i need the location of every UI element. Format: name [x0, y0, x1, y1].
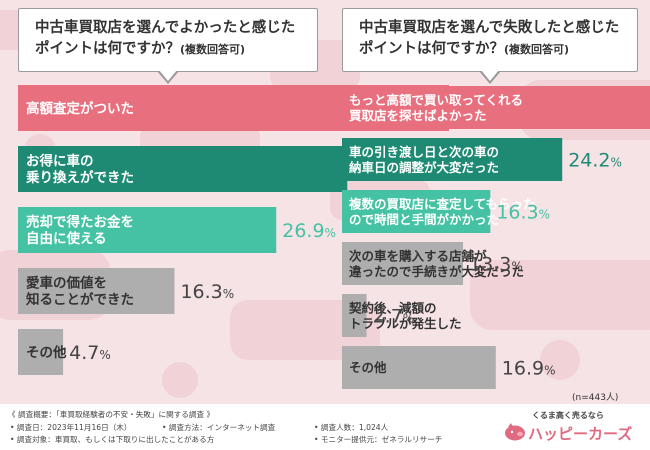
- right-category-label-5-0: その他: [349, 360, 387, 375]
- left-title-sub: (複数回答可): [180, 43, 246, 56]
- right-title-question: ポイントは何ですか？: [359, 41, 504, 57]
- right-title-sub: (複数回答可): [504, 43, 570, 56]
- right-category-label-4-0: 契約後、減額の: [348, 300, 437, 315]
- right-value-label-4: 2.7%: [373, 306, 415, 328]
- left-bar-2: [18, 207, 277, 253]
- left-value-label-2: 26.9%: [282, 220, 336, 242]
- right-title-line2: ポイントは何ですか？(複数回答可): [359, 39, 637, 60]
- right-category-label-0-1: 買取店を探せばよかった: [349, 108, 487, 123]
- right-value-label-3: 13.3%: [469, 254, 523, 276]
- right-bar-4: [342, 294, 367, 337]
- right-title-pointer-inner: [481, 70, 499, 81]
- right-bar-1: [342, 138, 563, 181]
- right-category-label-2-1: ので時間と手間がかかった: [349, 212, 499, 227]
- right-bar-2: [342, 190, 491, 233]
- bar-charts: 高額査定がついた44.9%お得に車の乗り換えができた34.3%売却で得たお金を自…: [18, 85, 650, 389]
- right-bar-5: [342, 346, 496, 389]
- left-category-label-4-0: その他: [26, 344, 67, 361]
- survey-date: • 調査日：2023年11月16日（木）: [10, 423, 132, 432]
- right-category-label-3-1: 違ったので手続きが大変だった: [349, 264, 524, 279]
- right-title-line1: 中古車買取店を選んで失敗したと感じた: [359, 20, 620, 36]
- pig-mascot-icon: [505, 423, 525, 441]
- right-category-label-0-0: もっと高額で買い取ってくれる: [349, 92, 523, 107]
- right-bar-0: [342, 86, 650, 129]
- right-category-label-4-1: トラブルが発生した: [349, 316, 462, 331]
- left-bar-3: [18, 268, 175, 314]
- left-title-question: ポイントは何ですか？: [35, 41, 180, 57]
- left-category-label-1-0: お得に車の: [26, 153, 94, 170]
- sample-size-note: (n=443人): [572, 393, 619, 403]
- left-category-label-3-1: 知ることができた: [26, 291, 134, 308]
- left-bar-4: [18, 329, 64, 375]
- left-value-label-3: 16.3%: [180, 281, 234, 303]
- right-category-label-1-1: 納車日の調整が大変だった: [349, 160, 499, 175]
- right-category-label-1-0: 車の引き渡し日と次の車の: [349, 144, 499, 159]
- monitor-provider: • モニター提供元：ゼネラルリサーチ: [314, 435, 443, 444]
- left-value-label-4: 4.7%: [69, 342, 111, 364]
- survey-target: • 調査対象：車買取、もしくは下取りに出したことがある方: [10, 435, 215, 444]
- left-category-label-1-1: 乗り換えができた: [25, 169, 134, 186]
- logo-tagline: くるま高く売るなら: [532, 411, 604, 420]
- left-category-label-2-1: 自由に使える: [26, 230, 107, 247]
- logo-brand: ハッピーカーズ: [528, 425, 633, 443]
- survey-respondents: • 調査人数：1,024人: [314, 423, 389, 432]
- left-category-label-0-0: 高額査定がついた: [26, 100, 134, 117]
- right-category-label-2-0: 複数の買取店に査定してもらった: [348, 196, 536, 211]
- left-chart-title: 中古車買取店を選んでよかったと感じた ポイントは何ですか？(複数回答可): [18, 8, 318, 84]
- left-title-line1: 中古車買取店を選んでよかったと感じた: [35, 20, 296, 36]
- right-value-label-1: 24.2%: [568, 150, 622, 172]
- right-value-label-5: 16.9%: [502, 358, 556, 380]
- happy-cars-logo: くるま高く売るなら ハッピーカーズ: [502, 410, 642, 448]
- left-title-line2: ポイントは何ですか？(複数回答可): [35, 39, 317, 60]
- survey-method: • 調査方法：インターネット調査: [162, 423, 276, 432]
- survey-footer: 《 調査概要：「車買取経験者の不安・失敗」に関する調査 》 • 調査日：2023…: [0, 404, 650, 450]
- survey-outline: 《 調査概要：「車買取経験者の不安・失敗」に関する調査 》: [8, 410, 215, 419]
- right-bar-3: [342, 242, 464, 285]
- right-chart-title: 中古車買取店を選んで失敗したと感じた ポイントは何ですか？(複数回答可): [342, 8, 638, 84]
- left-category-label-3-0: 愛車の価値を: [26, 275, 107, 292]
- left-bar-1: [18, 146, 348, 192]
- right-value-label-2: 16.3%: [496, 202, 550, 224]
- left-category-label-2-0: 売却で得たお金を: [26, 214, 134, 231]
- right-category-label-3-0: 次の車を購入する店舗が: [349, 248, 487, 263]
- left-title-pointer-inner: [159, 70, 177, 81]
